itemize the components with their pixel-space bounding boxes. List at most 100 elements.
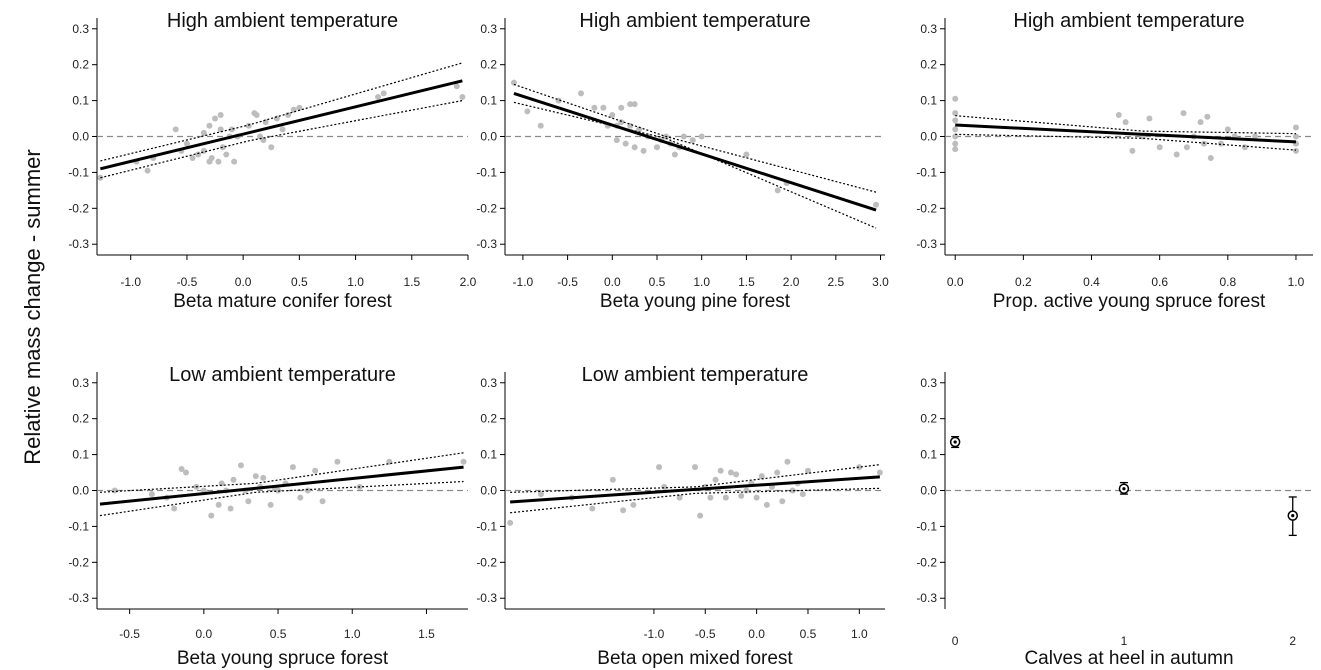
data-point <box>654 144 660 151</box>
y-tick-label: -0.2 <box>476 555 497 569</box>
y-tick-label: -0.1 <box>476 519 497 533</box>
y-tick-label: -0.1 <box>476 165 497 179</box>
data-point <box>774 187 781 194</box>
data-point <box>524 108 531 115</box>
data-point <box>1204 113 1211 120</box>
data-point <box>285 111 292 118</box>
x-tick-label: 0.5 <box>649 275 666 289</box>
x-tick-label: 3.0 <box>872 275 889 289</box>
y-tick-label: 0.3 <box>480 376 497 390</box>
data-point <box>661 483 668 490</box>
panel-title: Low ambient temperature <box>582 364 809 386</box>
data-point <box>707 494 714 501</box>
data-point <box>279 126 286 133</box>
ci-lower-line <box>100 100 463 179</box>
panel-title: High ambient temperature <box>1013 10 1244 32</box>
x-tick-label: 1.0 <box>851 627 868 641</box>
data-point <box>680 133 687 140</box>
y-tick-label: -0.1 <box>68 519 89 533</box>
data-point <box>591 104 598 111</box>
data-point <box>692 464 698 471</box>
x-axis-title: Beta mature conifer forest <box>173 291 392 312</box>
data-point <box>789 487 796 494</box>
data-point <box>856 464 863 471</box>
x-axis-title: Beta young spruce forest <box>177 648 389 669</box>
x-tick-label: 1.0 <box>344 627 361 641</box>
data-point <box>712 476 719 483</box>
y-tick-label: -0.3 <box>916 237 937 251</box>
data-point <box>600 104 607 111</box>
data-point <box>208 155 215 162</box>
x-tick-label: 0.0 <box>604 275 621 289</box>
data-point <box>453 83 460 90</box>
data-point <box>267 501 274 508</box>
data-point <box>1156 144 1163 151</box>
data-point <box>873 201 880 208</box>
y-tick-label: 0.1 <box>920 94 937 108</box>
data-point <box>206 122 213 129</box>
y-tick-label: -0.2 <box>476 201 497 215</box>
data-point <box>1252 133 1259 140</box>
x-tick-label: 0.0 <box>235 275 252 289</box>
y-tick-label: -0.2 <box>916 555 937 569</box>
x-tick-label: 0.5 <box>291 275 308 289</box>
data-point <box>227 505 234 512</box>
data-point <box>171 505 178 512</box>
x-tick-label: 0.0 <box>947 275 964 289</box>
data-point <box>753 494 760 501</box>
y-tick-label: 0.2 <box>72 58 89 72</box>
data-point <box>609 111 616 118</box>
fitted-line <box>100 79 463 171</box>
data-point <box>613 137 620 144</box>
data-point <box>622 140 629 147</box>
y-tick-label: -0.3 <box>68 591 89 605</box>
x-tick-label: -0.5 <box>177 275 198 289</box>
data-point <box>1173 151 1180 158</box>
data-point <box>743 151 750 158</box>
x-tick-label: 1 <box>1121 634 1128 648</box>
x-tick-label: 2.5 <box>827 275 844 289</box>
panel-title: Low ambient temperature <box>169 364 396 386</box>
data-point <box>537 122 544 129</box>
data-point <box>178 465 185 472</box>
data-point <box>779 498 786 505</box>
data-point <box>1200 140 1207 147</box>
data-point <box>231 158 238 165</box>
x-tick-label: -0.5 <box>119 627 140 641</box>
data-point <box>733 471 740 478</box>
data-point <box>304 487 311 494</box>
ci-lower-line <box>510 487 880 514</box>
data-point <box>743 487 750 494</box>
ci-lower-line <box>99 480 464 517</box>
data-point <box>195 151 202 158</box>
data-point <box>459 94 466 100</box>
x-axis-title: Calves at heel in autumn <box>1024 648 1233 669</box>
panel-high-temp-young-spruce-prop: -0.3 -0.2 -0.1 0.0 0.1 0.2 0.3 0.0 0.2 0.4 0.6 0.8 1… <box>916 10 1313 312</box>
data-point <box>228 126 235 133</box>
data-point <box>656 464 663 471</box>
data-point <box>758 473 765 480</box>
estimate-point-center <box>953 440 957 444</box>
data-point <box>620 507 627 514</box>
x-tick-label: 1.0 <box>1288 275 1305 289</box>
data-point <box>952 110 959 117</box>
data-point <box>631 144 638 151</box>
data-point <box>1180 110 1187 117</box>
y-tick-label: 0.3 <box>72 376 89 390</box>
data-point <box>1218 140 1224 147</box>
ci-upper-line <box>513 83 877 193</box>
data-point <box>799 491 806 498</box>
estimate-point-center <box>1291 514 1295 518</box>
data-point <box>1146 115 1153 122</box>
panel-high-temp-mature-conifer: -0.3 -0.2 -0.1 0.0 0.1 0.2 0.3 -1.0 -0.5 0.0 0.5 1.… <box>68 10 476 312</box>
data-point <box>460 458 467 465</box>
y-tick-label: 0.2 <box>480 58 497 72</box>
data-point <box>1129 147 1136 154</box>
x-tick-label: 0.6 <box>1151 275 1168 289</box>
x-tick-label: 0 <box>952 634 959 648</box>
y-tick-label: 0.3 <box>920 22 937 36</box>
x-tick-label: 2.0 <box>783 275 800 289</box>
ci-upper-line <box>510 464 880 493</box>
data-point <box>952 117 959 124</box>
